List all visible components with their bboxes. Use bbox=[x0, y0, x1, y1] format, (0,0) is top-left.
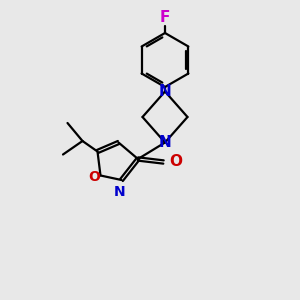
Text: F: F bbox=[160, 11, 170, 26]
Text: O: O bbox=[169, 154, 182, 169]
Text: N: N bbox=[159, 135, 171, 150]
Text: O: O bbox=[88, 170, 100, 184]
Text: N: N bbox=[159, 84, 171, 99]
Text: N: N bbox=[114, 185, 126, 200]
